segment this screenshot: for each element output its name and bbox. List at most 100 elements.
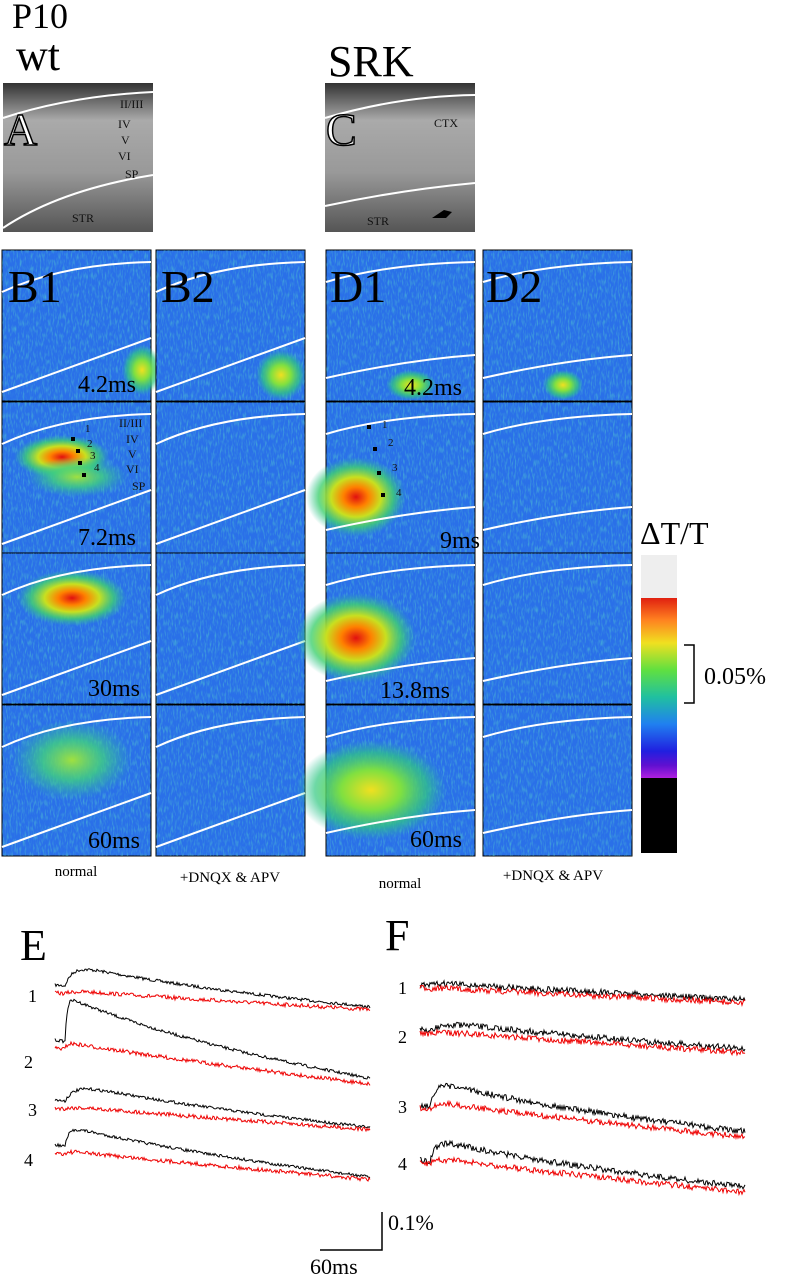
scale-bar-lines bbox=[320, 1212, 383, 1251]
panel-label: E bbox=[20, 921, 47, 970]
amplitude-scale: 0.1% bbox=[388, 1210, 434, 1235]
caption: normal bbox=[379, 876, 422, 892]
colorbar-segment bbox=[641, 598, 677, 778]
panel-label: B1 bbox=[8, 261, 62, 312]
boundary bbox=[482, 413, 633, 435]
trace bbox=[54, 989, 371, 1012]
boundary bbox=[325, 261, 476, 283]
heatmap-cell bbox=[306, 401, 476, 554]
heatmap-cell bbox=[1, 401, 152, 554]
panel-label: D1 bbox=[330, 261, 386, 312]
boundary bbox=[482, 657, 633, 682]
boundary bbox=[155, 413, 306, 445]
time-label: 30ms bbox=[88, 676, 140, 702]
site-label: 3 bbox=[392, 462, 398, 474]
boundary bbox=[324, 182, 476, 207]
activity-blob bbox=[256, 350, 306, 400]
time-label: 9ms bbox=[440, 528, 480, 554]
heatmap-cell bbox=[296, 552, 476, 705]
region-label: STR bbox=[72, 211, 94, 225]
layer-label: II/III bbox=[119, 416, 142, 430]
trace bbox=[54, 1040, 371, 1087]
activity-blob bbox=[543, 370, 583, 400]
caption: normal bbox=[55, 864, 98, 880]
genotype: SRK bbox=[328, 37, 414, 86]
boundary bbox=[325, 564, 476, 586]
trace bbox=[419, 1021, 746, 1053]
boundary bbox=[1, 716, 152, 748]
panel-label: C bbox=[326, 104, 357, 155]
panel-label: D2 bbox=[486, 261, 542, 312]
boundary bbox=[325, 354, 476, 379]
site-marker bbox=[377, 471, 381, 475]
boundary bbox=[155, 489, 306, 545]
panel-a: A II/III IV V VI SP STR bbox=[2, 83, 154, 232]
trace bbox=[419, 1139, 746, 1190]
heatmap-cell bbox=[482, 249, 633, 402]
heatmap-noise bbox=[156, 553, 305, 704]
layer-label: II/III bbox=[120, 97, 143, 111]
panel-label: B2 bbox=[161, 261, 215, 312]
boundary bbox=[325, 809, 476, 834]
boundary bbox=[155, 716, 306, 748]
heatmap-cell bbox=[155, 401, 306, 554]
boundary bbox=[1, 261, 152, 293]
activity-blob bbox=[296, 593, 416, 683]
site-marker bbox=[373, 447, 377, 451]
age: P10 bbox=[12, 0, 68, 36]
trace bbox=[54, 1105, 371, 1133]
slice-image bbox=[325, 83, 475, 232]
site-label: 2 bbox=[87, 438, 93, 450]
boundary bbox=[1, 489, 152, 545]
boundary bbox=[155, 337, 306, 393]
layer-label: SP bbox=[132, 479, 146, 493]
colorbar-title: ΔT/T bbox=[640, 515, 709, 551]
activity-blob bbox=[296, 740, 446, 840]
caption: +DNQX & APV bbox=[180, 870, 280, 886]
heatmap-cell bbox=[155, 249, 306, 402]
boundary bbox=[325, 716, 476, 738]
trace bbox=[419, 1028, 746, 1057]
boundary bbox=[155, 261, 306, 293]
boundary bbox=[324, 94, 476, 119]
heatmap-cell bbox=[1, 249, 162, 402]
time-label: 4.2ms bbox=[404, 375, 462, 401]
heatmap-cell bbox=[155, 552, 306, 705]
boundary bbox=[155, 564, 306, 596]
heatmap-noise bbox=[156, 705, 305, 856]
boundary bbox=[482, 716, 633, 738]
site-label: 1 bbox=[382, 419, 388, 431]
scale-bar: 0.1% 60ms bbox=[310, 1210, 434, 1279]
heatmap-cell bbox=[325, 249, 476, 402]
boundary bbox=[2, 174, 154, 229]
colorbar-segment bbox=[641, 778, 677, 853]
colorbar-scale: 0.05% bbox=[704, 664, 766, 690]
boundary bbox=[1, 413, 152, 445]
trace bbox=[54, 1128, 371, 1179]
heatmaps bbox=[1, 249, 633, 857]
boundary bbox=[325, 657, 476, 682]
activity-blob bbox=[386, 370, 436, 400]
trace bbox=[54, 968, 371, 1009]
layer-labels: II/III IV V VI SP bbox=[119, 416, 146, 493]
boundary bbox=[482, 261, 633, 283]
heatmap-noise bbox=[156, 402, 305, 553]
site-label: 4 bbox=[398, 1154, 407, 1174]
trace bbox=[54, 998, 371, 1080]
heatmap-cell bbox=[155, 704, 306, 857]
activity-blob bbox=[17, 570, 127, 626]
time-scale: 60ms bbox=[310, 1254, 358, 1279]
trace bbox=[419, 1155, 746, 1197]
activity-blob bbox=[27, 457, 127, 497]
site-marker bbox=[76, 449, 80, 453]
boundary bbox=[155, 792, 306, 848]
layer-label: IV bbox=[126, 432, 139, 446]
panel-label: F bbox=[385, 911, 409, 960]
site-marker bbox=[367, 425, 371, 429]
traces bbox=[54, 968, 746, 1197]
boundary bbox=[482, 354, 633, 379]
trace bbox=[54, 1086, 371, 1129]
caption: +DNQX & APV bbox=[503, 868, 603, 884]
site-marker bbox=[82, 473, 86, 477]
site-marker bbox=[71, 437, 75, 441]
